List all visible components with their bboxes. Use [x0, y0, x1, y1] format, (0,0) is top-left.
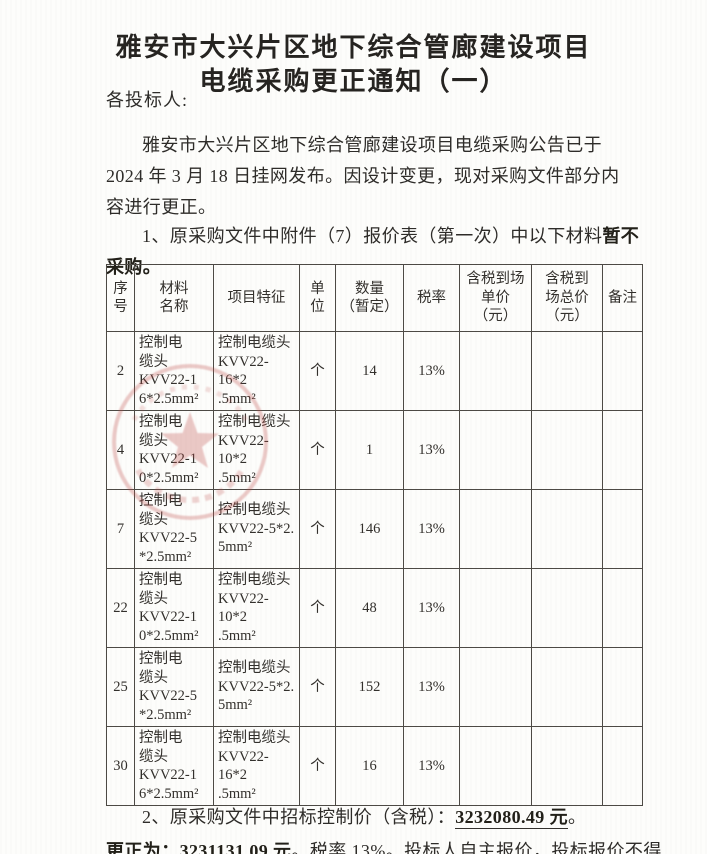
header-tax: 税率	[403, 264, 460, 332]
cell-qty: 1	[335, 410, 404, 490]
cell-total-price	[531, 410, 603, 490]
cell-unit-price	[459, 331, 532, 411]
cell-tax: 13%	[403, 410, 460, 490]
intro-paragraph: 雅安市大兴片区地下综合管廊建设项目电缆采购公告已于 2024 年 3 月 18 …	[106, 135, 620, 217]
corrected-control-price: 3231131.09 元	[179, 841, 292, 854]
table-row: 2 控制电 缆头 KVV22-1 6*2.5mm² 控制电缆头 KVV22-16…	[106, 331, 643, 411]
cell-tax: 13%	[403, 726, 460, 806]
header-total-price: 含税到 场总价 （元）	[531, 264, 603, 332]
cell-tax: 13%	[403, 647, 460, 727]
cell-tax: 13%	[403, 568, 460, 648]
cell-remark	[602, 331, 643, 411]
cell-tax: 13%	[403, 331, 460, 411]
cell-tax: 13%	[403, 489, 460, 569]
cell-remark	[602, 489, 643, 569]
cell-feature: 控制电缆头 KVV22-16*2 .5mm²	[213, 726, 300, 806]
cell-unit-price	[459, 568, 532, 648]
cell-unit: 个	[299, 489, 336, 569]
cell-qty: 48	[335, 568, 404, 648]
cell-material: 控制电 缆头 KVV22-1 6*2.5mm²	[134, 331, 214, 411]
cell-unit: 个	[299, 331, 336, 411]
cell-remark	[602, 726, 643, 806]
cell-qty: 146	[335, 489, 404, 569]
cell-material: 控制电 缆头 KVV22-1 0*2.5mm²	[134, 410, 214, 490]
page-title: 雅安市大兴片区地下综合管廊建设项目 电缆采购更正通知（一）	[115, 33, 592, 97]
cell-qty: 152	[335, 647, 404, 727]
header-qty: 数量 （暂定）	[335, 264, 404, 332]
cell-unit: 个	[299, 410, 336, 490]
cell-seq: 4	[106, 410, 135, 490]
cell-material: 控制电 缆头 KVV22-5 *2.5mm²	[134, 647, 214, 727]
price-table-wrapper: 序 号 材料 名称 项目特征 单 位 数量 （暂定） 税率 含税到场 单价（元）…	[106, 264, 643, 806]
header-seq: 序 号	[106, 264, 135, 332]
cell-unit-price	[459, 726, 532, 806]
cell-total-price	[531, 647, 603, 727]
original-control-price: 3232080.49 元	[455, 807, 569, 829]
cell-feature: 控制电缆头 KVV22-10*2 .5mm²	[213, 410, 300, 490]
cell-seq: 25	[106, 647, 135, 727]
cell-total-price	[531, 726, 603, 806]
item1-paragraph: 1、原采购文件中附件（7）报价表（第一次）中以下材料暂不 采购。	[106, 221, 646, 283]
cell-material: 控制电 缆头 KVV22-1 6*2.5mm²	[134, 726, 214, 806]
table-row: 25 控制电 缆头 KVV22-5 *2.5mm² 控制电缆头 KVV22-5*…	[106, 647, 643, 727]
cell-unit-price	[459, 410, 532, 490]
cell-material: 控制电 缆头 KVV22-5 *2.5mm²	[134, 489, 214, 569]
header-unit: 单 位	[299, 264, 336, 332]
cell-seq: 22	[106, 568, 135, 648]
table-header-row: 序 号 材料 名称 项目特征 单 位 数量 （暂定） 税率 含税到场 单价（元）…	[106, 264, 643, 332]
cell-unit-price	[459, 489, 532, 569]
table-row: 7 控制电 缆头 KVV22-5 *2.5mm² 控制电缆头 KVV22-5*2…	[106, 489, 643, 569]
cell-total-price	[531, 331, 603, 411]
cell-unit: 个	[299, 647, 336, 727]
corrected-price-tail: 。税率 13%。投标人自主报价，投标报价不得	[291, 841, 662, 854]
cell-unit: 个	[299, 726, 336, 806]
cell-remark	[602, 647, 643, 727]
cell-material: 控制电 缆头 KVV22-1 0*2.5mm²	[134, 568, 214, 648]
cell-total-price	[531, 489, 603, 569]
cell-feature: 控制电缆头 KVV22-16*2 .5mm²	[213, 331, 300, 411]
item1-text: 1、原采购文件中附件（7）报价表（第一次）中以下材料	[142, 226, 603, 246]
table-body: 2 控制电 缆头 KVV22-1 6*2.5mm² 控制电缆头 KVV22-16…	[106, 331, 643, 806]
corrected-label: 更正为：	[106, 841, 180, 854]
cell-unit-price	[459, 647, 532, 727]
cell-feature: 控制电缆头 KVV22-10*2 .5mm²	[213, 568, 300, 648]
price-table: 序 号 材料 名称 项目特征 单 位 数量 （暂定） 税率 含税到场 单价（元）…	[106, 264, 643, 806]
cell-qty: 14	[335, 331, 404, 411]
salutation: 各投标人:	[106, 90, 189, 110]
control-price-text: 2、原采购文件中招标控制价（含税）：	[142, 807, 456, 827]
cell-feature: 控制电缆头 KVV22-5*2. 5mm²	[213, 647, 300, 727]
table-row: 30 控制电 缆头 KVV22-1 6*2.5mm² 控制电缆头 KVV22-1…	[106, 726, 643, 806]
cell-qty: 16	[335, 726, 404, 806]
header-unit-price: 含税到场 单价（元）	[459, 264, 532, 332]
cell-unit: 个	[299, 568, 336, 648]
corrected-price-line: 更正为：3231131.09 元。税率 13%。投标人自主报价，投标报价不得	[106, 836, 666, 854]
cell-feature: 控制电缆头 KVV22-5*2. 5mm²	[213, 489, 300, 569]
control-price-line: 2、原采购文件中招标控制价（含税）：3232080.49 元。	[106, 802, 646, 833]
cell-total-price	[531, 568, 603, 648]
table-row: 4 控制电 缆头 KVV22-1 0*2.5mm² 控制电缆头 KVV22-10…	[106, 410, 643, 490]
cell-seq: 7	[106, 489, 135, 569]
table-row: 22 控制电 缆头 KVV22-1 0*2.5mm² 控制电缆头 KVV22-1…	[106, 568, 643, 648]
control-price-period: 。	[568, 807, 587, 827]
header-material: 材料 名称	[134, 264, 214, 332]
header-remark: 备注	[602, 264, 643, 332]
cell-seq: 2	[106, 331, 135, 411]
header-feature: 项目特征	[213, 264, 300, 332]
cell-remark	[602, 410, 643, 490]
cell-remark	[602, 568, 643, 648]
cell-seq: 30	[106, 726, 135, 806]
